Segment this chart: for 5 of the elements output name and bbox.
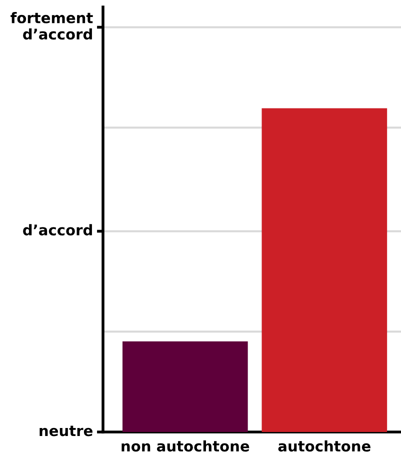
ref-line-label: d’accord	[23, 224, 92, 236]
x-tick-label: non autochtone	[122, 440, 250, 452]
ref-line-label: fortement d’accord	[10, 12, 93, 40]
x-tick-label: autochtone	[278, 440, 370, 452]
text: neutre	[40, 426, 92, 436]
